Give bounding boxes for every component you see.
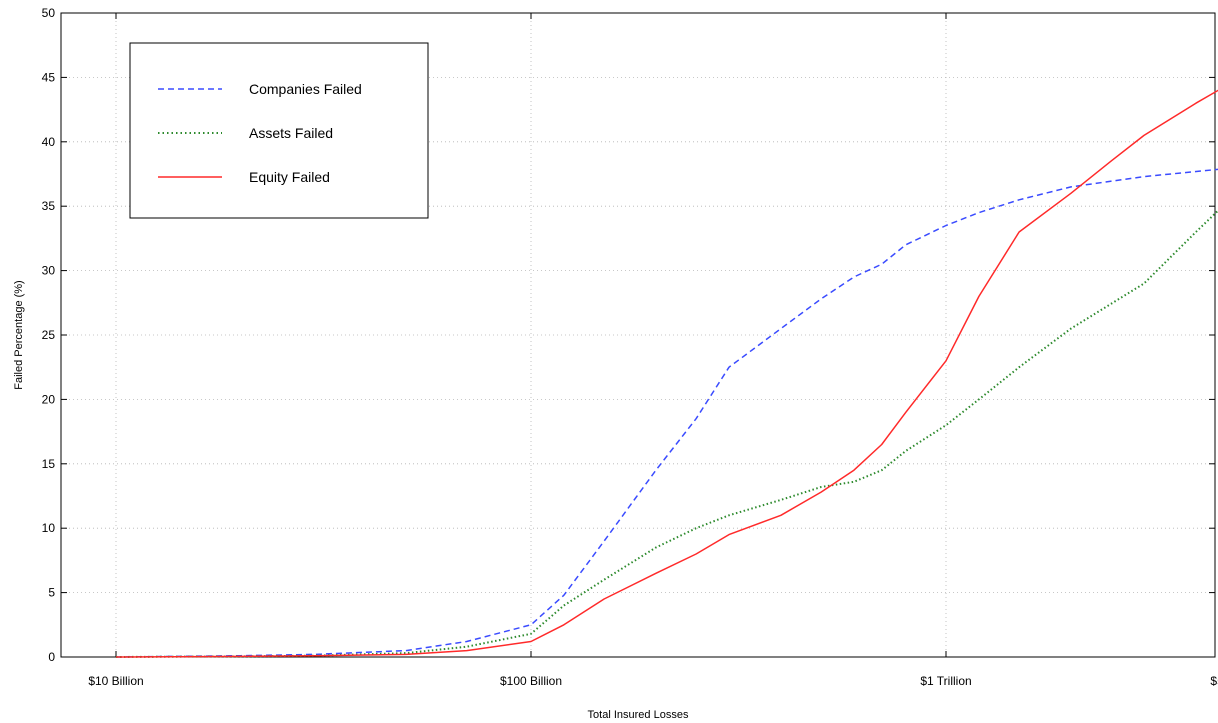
x-tick-label: $1 Trillion [920,674,971,688]
y-axis-label: Failed Percentage (%) [13,280,25,389]
y-tick-label: 20 [42,392,56,406]
series-line-companies-failed [115,168,1218,658]
y-tick-label: 15 [42,457,56,471]
legend-label-equity-failed: Equity Failed [249,169,330,185]
y-tick-label: 50 [42,6,56,20]
y-tick-label: 25 [42,328,56,342]
y-tick-label: 0 [48,650,55,664]
x-tick-label: $5 Trillion [1210,674,1218,688]
x-axis: $10 Billion $100 Billion $1 Trillion $5 Tri… [88,13,1218,688]
y-tick-label: 5 [48,586,55,600]
legend-label-assets-failed: Assets Failed [249,125,333,141]
series-line-assets-failed [115,209,1218,658]
x-tick-label: $100 Billion [500,674,562,688]
y-tick-label: 40 [42,135,56,149]
x-tick-label: $10 Billion [88,674,143,688]
legend-box [129,42,429,219]
y-tick-label: 30 [42,264,56,278]
y-axis: 0 5 10 15 20 25 30 35 40 45 50 [42,6,1215,664]
y-tick-label: 10 [42,521,56,535]
y-tick-label: 45 [42,70,56,84]
x-axis-label: Total Insured Losses [588,709,689,721]
legend: Companies Failed Assets Failed Equity Fa… [129,42,429,219]
legend-label-companies-failed: Companies Failed [249,81,362,97]
series-line-equity-failed [115,89,1218,658]
y-tick-label: 35 [42,199,56,213]
series-layer [115,89,1218,658]
